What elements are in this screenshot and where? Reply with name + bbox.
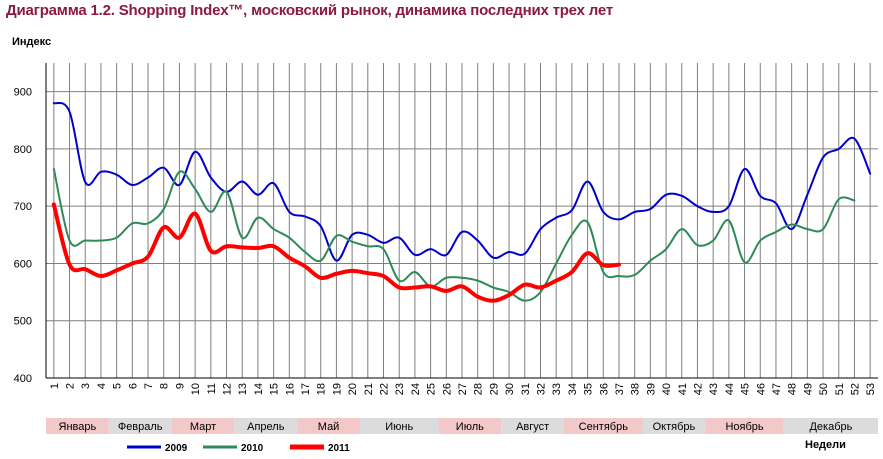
month-label: Май xyxy=(318,421,340,433)
month-label: Июль xyxy=(456,421,484,433)
x-tick-label: 16 xyxy=(284,383,296,395)
x-tick-label: 23 xyxy=(394,383,406,395)
x-tick-label: 2 xyxy=(65,383,77,389)
y-tick-labels: 400 500 600 700 800 900 xyxy=(14,87,32,385)
x-tick-label: 28 xyxy=(473,383,485,395)
x-tick-labels: 1 2 3 4 5 6 7 8 9 10 11 12 13 14 15 16 17 18 19 20 21 22 23 24 2… xyxy=(49,383,877,395)
y-tick-label: 500 xyxy=(14,316,32,328)
month-label: Октябрь xyxy=(653,421,696,433)
month-cell xyxy=(359,418,439,434)
x-tick-label: 31 xyxy=(520,383,532,395)
chart-legend: 2009 2010 2011 xyxy=(127,443,350,454)
month-cell xyxy=(438,418,502,434)
month-label: Ноябрь xyxy=(725,421,763,433)
x-tick-label: 20 xyxy=(347,383,359,395)
x-tick-label: 26 xyxy=(441,383,453,395)
y-tick-label: 800 xyxy=(14,144,32,156)
x-tick-label: 8 xyxy=(159,383,171,389)
x-tick-label: 51 xyxy=(834,383,846,395)
x-tick-label: 43 xyxy=(708,383,720,395)
month-cell xyxy=(705,418,784,434)
x-tick-label: 27 xyxy=(457,383,469,395)
month-cell xyxy=(564,418,643,434)
x-tick-label: 47 xyxy=(771,383,783,395)
month-label: Февраль xyxy=(118,421,163,433)
x-tick-label: 35 xyxy=(583,383,595,395)
series-line-2010 xyxy=(52,167,856,302)
x-tick-label: 13 xyxy=(237,383,249,395)
y-tick-label: 900 xyxy=(14,87,32,99)
x-tick-label: 48 xyxy=(787,383,799,395)
x-tick-label: 30 xyxy=(504,383,516,395)
x-tick-label: 10 xyxy=(190,383,202,395)
x-tick-label: 50 xyxy=(818,383,830,395)
x-axis-label: Недели xyxy=(805,439,846,451)
x-tick-label: 37 xyxy=(614,383,626,395)
x-tick-label: 33 xyxy=(551,383,563,395)
x-tick-label: 36 xyxy=(598,383,610,395)
x-tick-label: 25 xyxy=(426,383,438,395)
x-tick-label: 12 xyxy=(222,383,234,395)
y-tick-label: 600 xyxy=(14,258,32,270)
x-tick-label: 5 xyxy=(112,383,124,389)
x-tick-label: 40 xyxy=(661,383,673,395)
x-tick-label: 45 xyxy=(740,383,752,395)
month-label: Август xyxy=(516,421,549,433)
x-tick-label: 39 xyxy=(645,383,657,395)
month-label: Апрель xyxy=(247,421,285,433)
series-line-2011 xyxy=(51,202,621,303)
month-cell xyxy=(501,418,565,434)
y-axis-label: Индекс xyxy=(12,36,52,48)
x-tick-label: 14 xyxy=(253,383,265,395)
x-tick-label: 7 xyxy=(143,383,155,389)
x-tick-label: 15 xyxy=(269,383,281,395)
month-band: Январь Февраль Март Апрель Май Июнь Июль Август… xyxy=(46,418,878,434)
chart-grid xyxy=(45,63,878,379)
month-cell xyxy=(171,418,235,434)
month-label: Июнь xyxy=(385,421,413,433)
x-tick-label: 24 xyxy=(410,383,422,395)
x-tick-label: 9 xyxy=(174,383,186,389)
x-tick-label: 38 xyxy=(630,383,642,395)
x-tick-label: 44 xyxy=(724,383,736,395)
y-tick-label: 400 xyxy=(14,373,32,385)
chart-series xyxy=(51,101,872,303)
x-tick-label: 42 xyxy=(692,383,704,395)
x-tick-label: 34 xyxy=(567,383,579,395)
x-tick-label: 46 xyxy=(755,383,767,395)
month-cell xyxy=(642,418,706,434)
x-tick-label: 11 xyxy=(206,383,218,394)
x-tick-label: 1 xyxy=(49,383,61,389)
month-label: Январь xyxy=(59,421,97,433)
x-tick-label: 22 xyxy=(379,383,391,395)
legend-label-2011: 2011 xyxy=(328,443,350,454)
x-tick-label: 49 xyxy=(802,383,814,395)
x-tick-label: 3 xyxy=(80,383,92,389)
legend-label-2010: 2010 xyxy=(241,443,264,454)
x-tick-label: 32 xyxy=(535,383,547,395)
month-cell xyxy=(783,418,878,434)
month-label: Декабрь xyxy=(809,421,852,433)
x-tick-label: 17 xyxy=(300,383,312,395)
y-tick-label: 700 xyxy=(14,201,32,213)
x-tick-label: 4 xyxy=(96,383,108,389)
x-tick-label: 18 xyxy=(316,383,328,395)
legend-label-2009: 2009 xyxy=(165,443,188,454)
chart-title: Диаграмма 1.2. Shopping Index™, московск… xyxy=(6,2,613,19)
x-tick-label: 41 xyxy=(677,383,689,395)
series-line-2009 xyxy=(52,101,872,262)
x-tick-label: 29 xyxy=(488,383,500,395)
x-tick-label: 19 xyxy=(331,383,343,395)
month-cell xyxy=(297,418,360,434)
month-cell xyxy=(46,418,109,434)
x-tick-label: 21 xyxy=(363,383,375,395)
month-cell xyxy=(234,418,298,434)
x-tick-label: 53 xyxy=(865,383,877,395)
month-cell xyxy=(108,418,172,434)
month-label: Сентябрь xyxy=(579,421,629,433)
x-tick-label: 6 xyxy=(127,383,139,389)
x-tick-label: 52 xyxy=(849,383,861,395)
month-label: Март xyxy=(190,421,216,433)
